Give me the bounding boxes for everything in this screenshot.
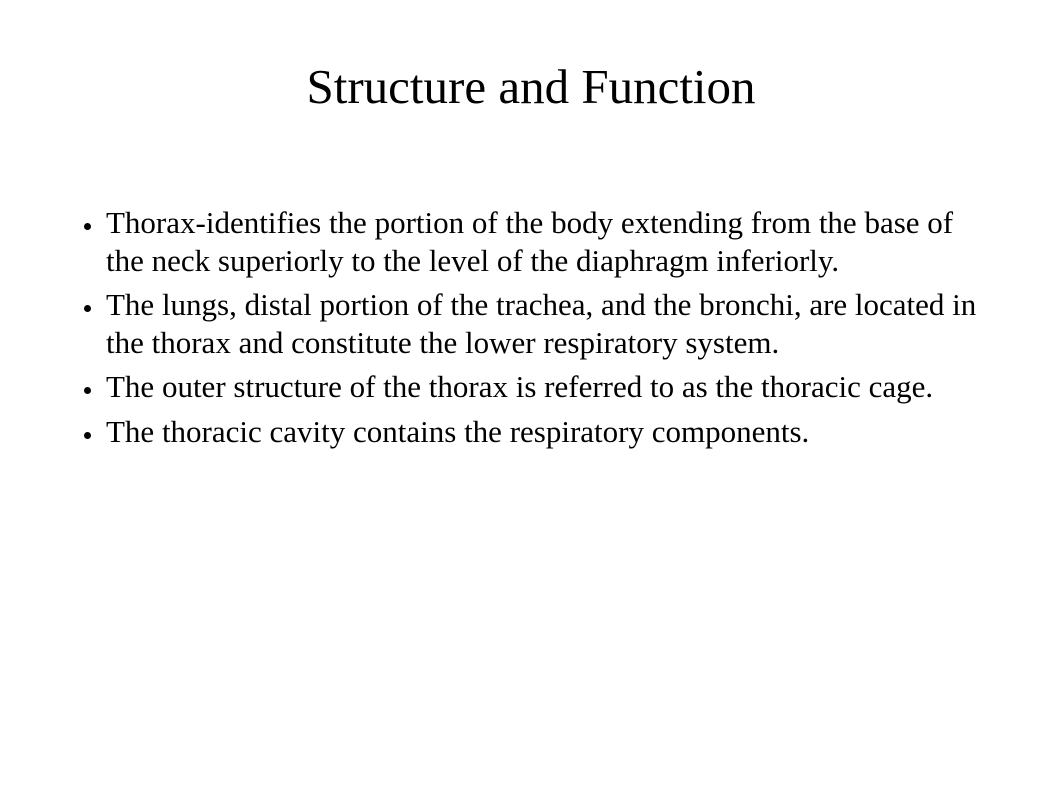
list-item: The outer structure of the thorax is ref… <box>104 368 992 406</box>
list-item: The thoracic cavity contains the respira… <box>104 413 992 451</box>
bullet-list: Thorax-identifies the portion of the bod… <box>70 204 992 451</box>
list-item: Thorax-identifies the portion of the bod… <box>104 204 992 280</box>
slide-title: Structure and Function <box>0 60 1062 114</box>
list-item: The lungs, distal portion of the trachea… <box>104 286 992 362</box>
slide-container: Structure and Function Thorax-identifies… <box>0 0 1062 797</box>
